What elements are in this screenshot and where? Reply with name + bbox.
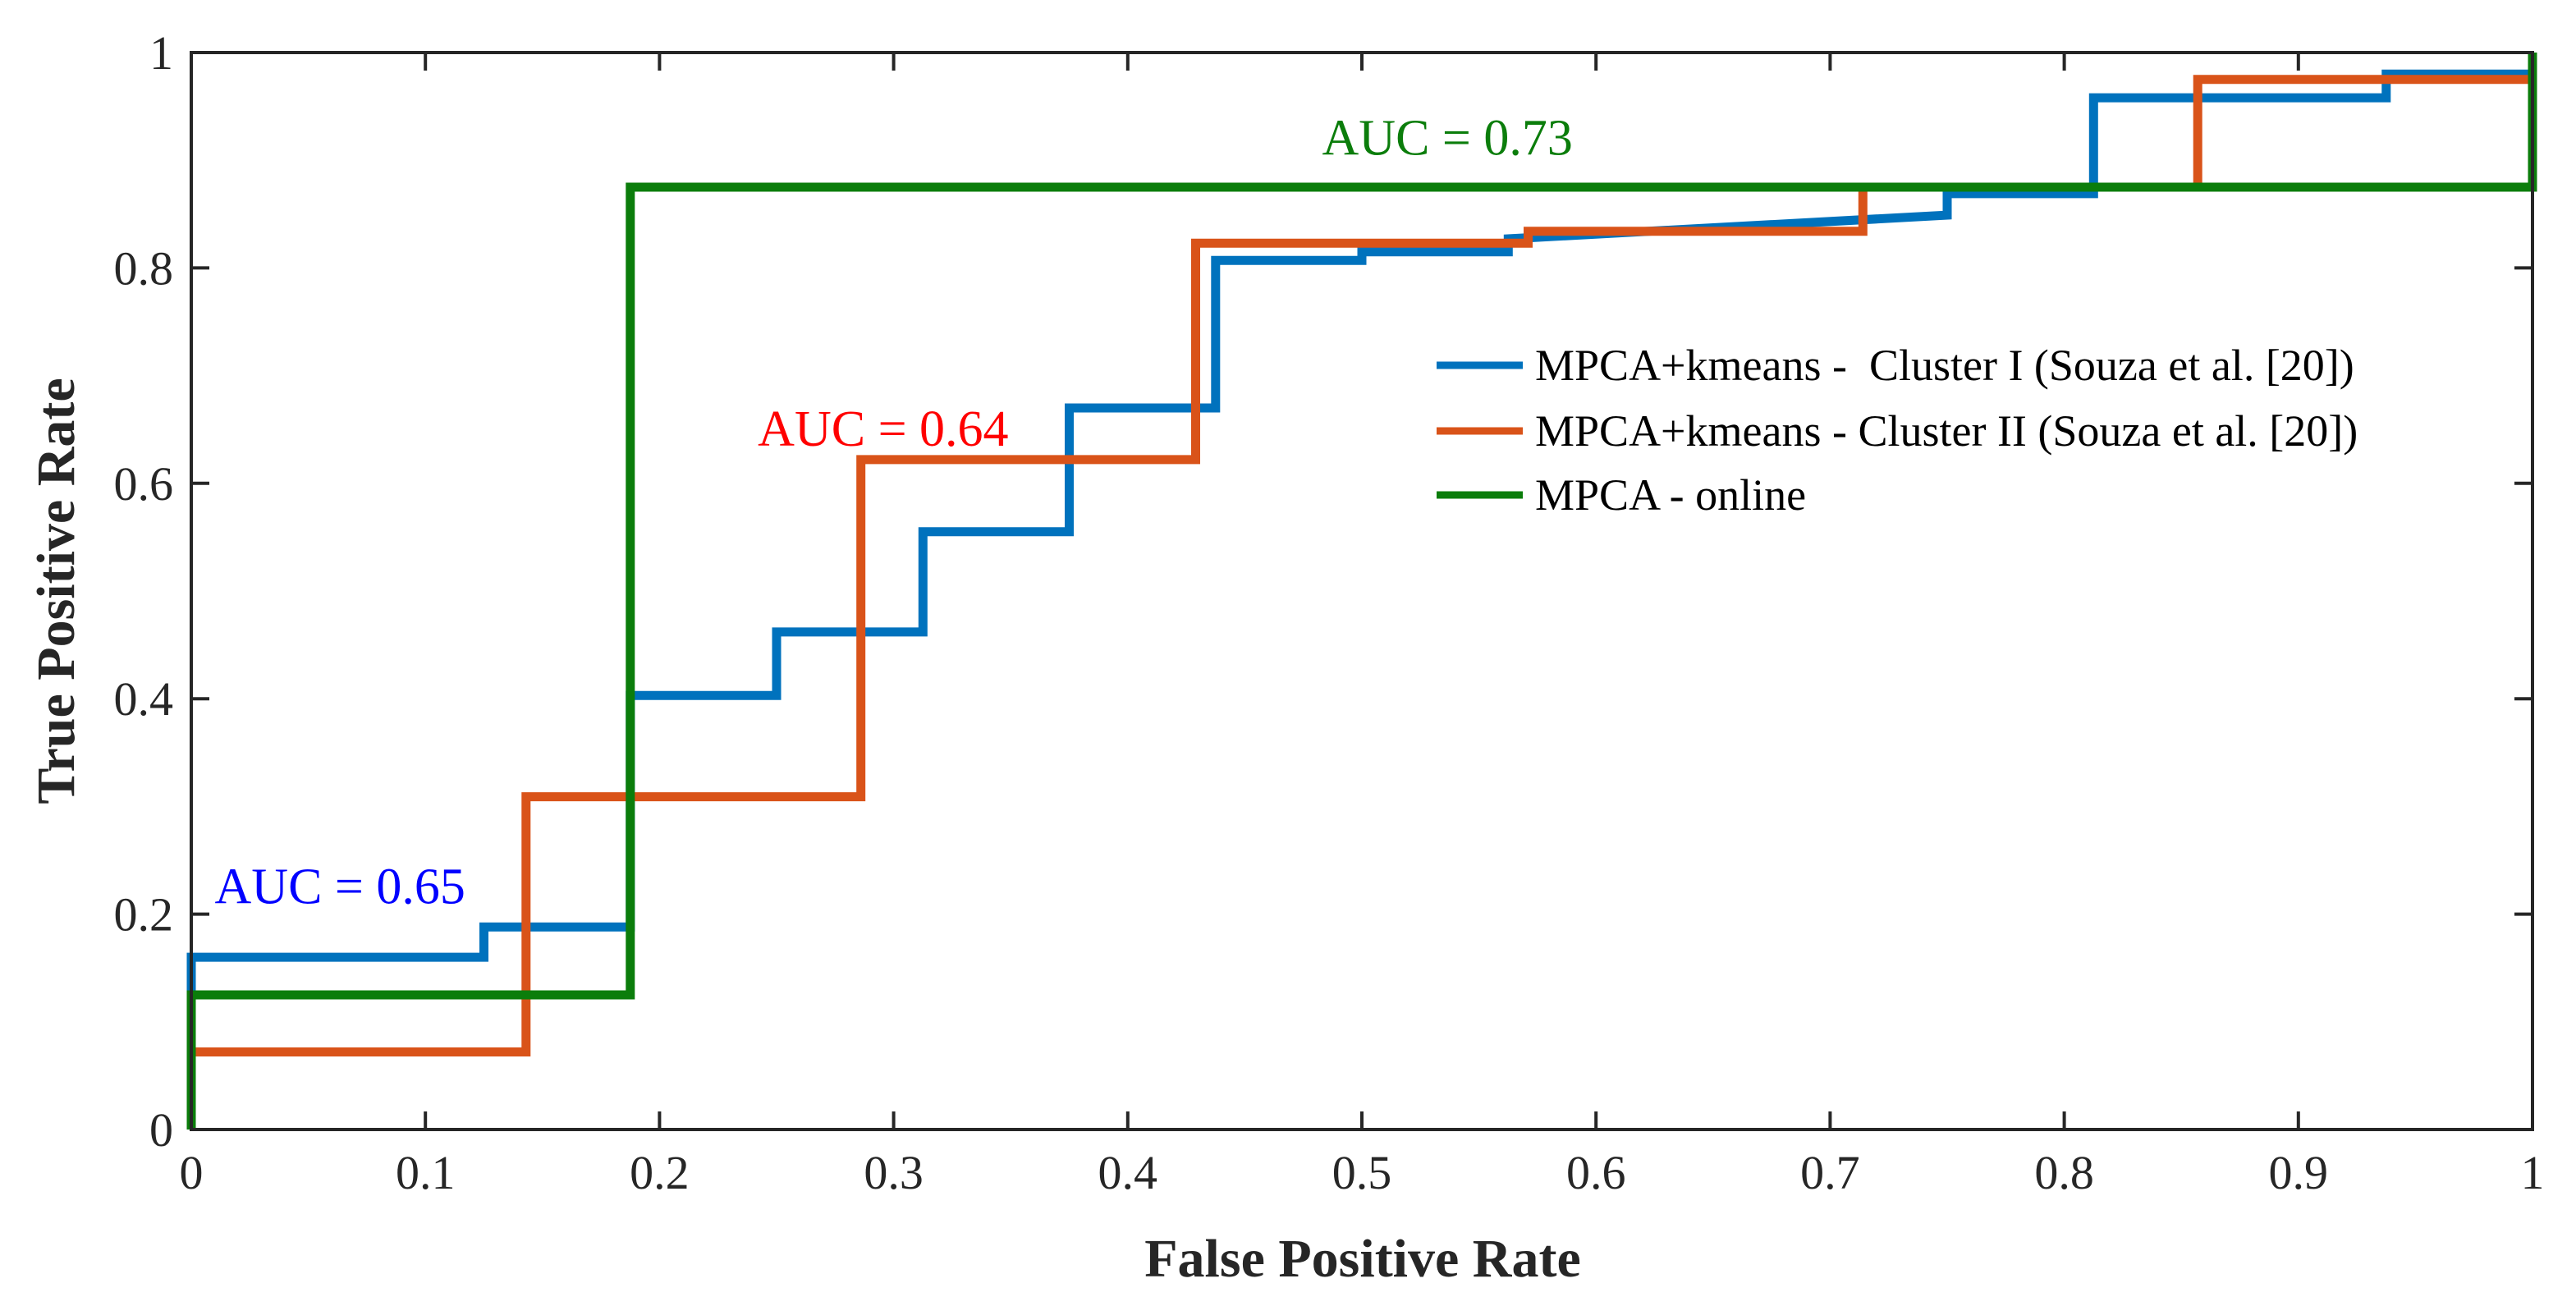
- plot-lines: [186, 53, 2537, 1130]
- legend-label-series-0: MPCA+kmeans - Cluster I (Souza et al. [2…: [1535, 341, 2354, 390]
- x-tick-label: 0.7: [1800, 1146, 1860, 1199]
- y-tick-label: 0: [149, 1103, 173, 1157]
- auc-annotation-2: AUC = 0.73: [1322, 111, 1573, 167]
- x-tick-label: 0.6: [1566, 1146, 1626, 1199]
- x-tick-label: 0.5: [1332, 1146, 1392, 1199]
- y-tick-label: 0.8: [114, 241, 174, 295]
- x-tick-label: 0.2: [630, 1146, 690, 1199]
- series-line-2: [186, 53, 2537, 1130]
- auc-annotations: AUC = 0.65 AUC = 0.64 AUC = 0.73: [215, 111, 1573, 915]
- x-tick-label: 0.1: [396, 1146, 456, 1199]
- x-tick-label: 0.9: [2269, 1146, 2329, 1199]
- y-tick-label: 1: [149, 26, 173, 80]
- legend-label-series-1: MPCA+kmeans - Cluster II (Souza et al. […: [1535, 406, 2358, 456]
- auc-annotation-1: AUC = 0.64: [758, 401, 1008, 457]
- y-axis-title: True Positive Rate: [26, 378, 86, 804]
- x-tick-label: 0.3: [864, 1146, 924, 1199]
- series-line-1: [186, 53, 2537, 1130]
- x-tick-label: 0.8: [2034, 1146, 2094, 1199]
- x-tick-label: 0.4: [1098, 1146, 1158, 1199]
- x-tick-label: 1: [2521, 1146, 2545, 1199]
- y-axis: 0 0.2 0.4 0.6 0.8 1: [114, 26, 2532, 1157]
- y-tick-label: 0.4: [114, 672, 174, 726]
- legend: MPCA+kmeans - Cluster I (Souza et al. [2…: [1437, 341, 2358, 520]
- series-line-0: [186, 53, 2537, 1130]
- y-tick-label: 0.6: [114, 457, 174, 511]
- x-tick-label: 0: [180, 1146, 204, 1199]
- plot-frame: [190, 51, 2534, 1131]
- x-axis: 0 0.1 0.2 0.3 0.4 0.5 0.6 0.7 0.8 0.9 1: [180, 53, 2545, 1199]
- legend-label-series-2: MPCA - online: [1535, 470, 1806, 520]
- auc-annotation-0: AUC = 0.65: [215, 859, 465, 914]
- x-axis-title: False Positive Rate: [1144, 1229, 1581, 1289]
- y-tick-label: 0.2: [114, 888, 174, 942]
